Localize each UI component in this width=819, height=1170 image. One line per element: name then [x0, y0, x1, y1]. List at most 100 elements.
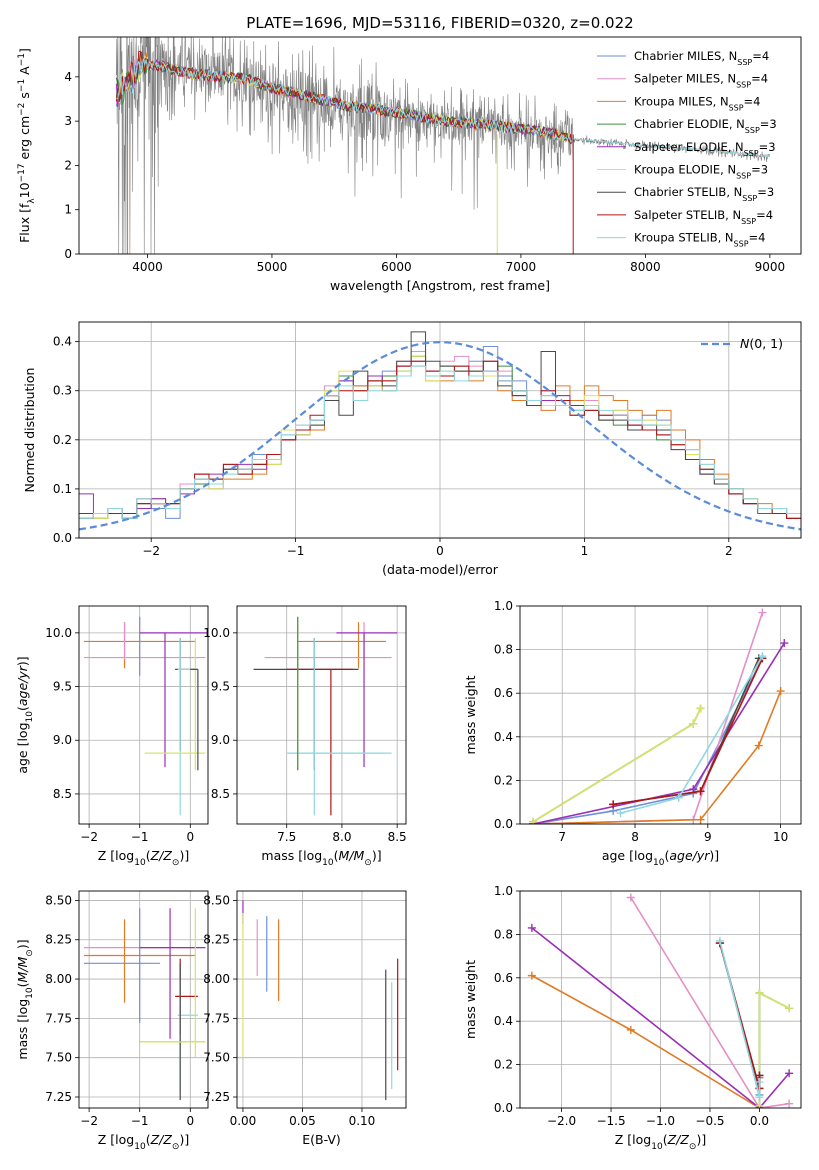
- age_vs_mass-xlabel-part: 10: [322, 858, 334, 868]
- axes-frame: [236, 605, 407, 825]
- age_vs_Z-ytick-label: 9.0: [53, 733, 72, 747]
- mass_vs_ebv-ytick-label: 8.50: [203, 893, 230, 907]
- legend-label: N(0, 1): [740, 336, 783, 351]
- axes-frame: [78, 321, 802, 539]
- mass_weight_vs_age-xtick-label: 9: [704, 830, 712, 844]
- mass_weight_vs_Z-xtick-label: −1.5: [596, 1114, 625, 1128]
- age_vs_mass-xlabel-part: mass [log: [261, 848, 322, 863]
- legend-label-model: Kroupa MILES, N: [634, 94, 729, 108]
- mass_vs_Z-ytick-label: 7.50: [45, 1051, 72, 1065]
- residuals-xtick-label: 0: [436, 544, 444, 558]
- mass_weight_vs_age-marker: [696, 787, 705, 796]
- age_vs_Z-ytick-label: 9.5: [53, 680, 72, 694]
- spectrum-ylabel-part: −17: [17, 163, 27, 182]
- spectrum-model-red-tail: [573, 138, 770, 158]
- mass_vs_Z-axes: −2 −1 07.257.507.758.008.258.50Z [log10(Z/…: [15, 890, 209, 1152]
- age_vs_Z-xlabel-part: Z/Z: [150, 848, 173, 863]
- figure-title: PLATE=1696, MJD=53116, FIBERID=0320, z=0…: [246, 14, 633, 32]
- age_vs_mass-ytick-label: 9.5: [211, 680, 230, 694]
- mass_weight_vs_Z-plot-area: [527, 893, 794, 1108]
- age_vs_mass-xlabel-part: M/M: [339, 848, 365, 863]
- age_vs_mass-ytick-label: 9.0: [211, 733, 230, 747]
- residuals-ytick-label: 0.2: [53, 433, 72, 447]
- mass_weight_vs_Z-ytick-label: 0.8: [494, 927, 513, 941]
- mass_vs_Z-xlabel-part: 10: [134, 1142, 146, 1152]
- legend-label-sub: SSP: [744, 148, 759, 157]
- spectrum-xlabel: wavelength [Angstrom, rest frame]: [330, 278, 550, 293]
- mass_weight_vs_Z-ytick-label: 0.4: [494, 1014, 513, 1028]
- legend-label-sub: SSP: [736, 171, 751, 180]
- age_vs_mass-plot-area: [253, 616, 398, 816]
- spectrum-ylabel-part: erg cm: [17, 116, 32, 164]
- age_vs_Z-xlabel-part: 10: [134, 858, 146, 868]
- mass_weight_vs_Z-xlabel-part: Z/Z: [667, 1132, 690, 1147]
- age_vs_Z-xlabel-part: ⊙: [172, 858, 180, 868]
- mass_weight_vs_Z-xlabel-part: (: [663, 1132, 668, 1147]
- legend-label-args: (0, 1): [749, 336, 783, 351]
- legend-label: Salpeter ELODIE, NSSP=3: [634, 140, 776, 158]
- mass_vs_Z-ylabel-part: 10: [25, 987, 35, 999]
- legend-label-model: Salpeter ELODIE, N: [634, 140, 744, 154]
- spectrum-ylabel-part: A: [17, 66, 32, 79]
- spectrum-ytick-label: 3: [64, 114, 72, 128]
- mass_weight_vs_age-marker: [758, 652, 767, 661]
- mass_weight_vs_age-ytick-label: 0.2: [494, 773, 513, 787]
- mass_weight_vs_Z-marker: [626, 1025, 635, 1034]
- mass_vs_ebv-xlabel-part: E(B-V): [302, 1132, 341, 1147]
- spectrum-ylabel-part: Flux [f: [17, 203, 32, 243]
- mass_vs_Z-ytick-label: 8.25: [45, 933, 72, 947]
- mass_vs_ebv-plot-area: [242, 900, 399, 1101]
- mass_vs_Z-xtick-label: −1: [131, 1114, 149, 1128]
- legend-label-value: =4: [756, 208, 773, 222]
- residuals-ytick-label: 0.1: [53, 482, 72, 496]
- mass_vs_Z-xlabel-part: ⊙: [172, 1142, 180, 1152]
- spectrum-ylabel-part: ]: [17, 48, 32, 53]
- residuals-ytick-label: 0.0: [53, 531, 72, 545]
- age_vs_Z-ylabel-part: (: [15, 706, 30, 711]
- age_vs_Z-plot-area: [84, 616, 208, 816]
- mass_vs_Z-ytick-label: 8.50: [45, 893, 72, 907]
- legend-label-sub: SSP: [736, 80, 751, 89]
- legend-label-value: =3: [751, 163, 768, 177]
- age_vs_mass-ytick-label: 8.5: [211, 787, 230, 801]
- mass_weight_vs_Z-series-line: [630, 897, 790, 1108]
- mass_weight_vs_age-ytick-label: 0.6: [494, 686, 513, 700]
- mass_weight_vs_Z-marker: [785, 1004, 794, 1013]
- residuals-step-line: [79, 365, 801, 519]
- mass_weight_vs_Z-xlabel-part: Z [log: [615, 1132, 651, 1147]
- mass_weight_vs_Z-marker: [785, 1099, 794, 1108]
- legend-label: Kroupa ELODIE, NSSP=3: [634, 163, 768, 181]
- mass_weight_vs_age-ylabel-part: mass weight: [463, 675, 478, 754]
- legend-label-value: =4: [752, 49, 769, 63]
- mass_weight_vs_Z-marker: [785, 1069, 794, 1078]
- spectrum-ylabel-part: s: [17, 92, 32, 103]
- mass_weight_vs_age-marker: [780, 639, 789, 648]
- mass_weight_vs_Z-xtick-label: −2.0: [547, 1114, 576, 1128]
- age_vs_Z-ylabel-part: age [log: [15, 722, 30, 773]
- axes-frame: [78, 36, 802, 255]
- age_vs_mass-xlabel-part: ⊙: [364, 858, 372, 868]
- mass_weight_vs_Z-xlabel: Z [log10(Z/Z⊙)]: [615, 1132, 706, 1152]
- axes-frame: [78, 890, 209, 1109]
- spectrum-axes: 4000 5000 6000 7000 8000 9000 0 1 2 3 4 wavelength …: [17, 36, 802, 293]
- mass_vs_Z-xlabel-part: (: [146, 1132, 151, 1147]
- legend-label-model: Kroupa ELODIE, N: [634, 163, 736, 177]
- age_vs_Z-ylabel-part: 10: [25, 711, 35, 723]
- axes-frame: [78, 605, 209, 825]
- mass_weight_vs_age-xlabel-part: 10: [653, 858, 665, 868]
- mass_vs_Z-xlabel: Z [log10(Z/Z⊙)]: [98, 1132, 189, 1152]
- mass_weight_vs_age-xtick-label: 8: [631, 830, 639, 844]
- mass_weight_vs_age-marker: [609, 800, 618, 809]
- residuals-xlabel: (data-model)/error: [382, 562, 499, 577]
- legend-label-value: =3: [759, 140, 776, 154]
- legend-label-value: =4: [744, 94, 761, 108]
- mass_weight_vs_Z-series-line: [531, 927, 790, 1108]
- spectrum-xtick-label: 7000: [506, 260, 537, 274]
- residuals-normal-curve: [79, 341, 801, 531]
- mass_weight_vs_age-xlabel-part: )]: [709, 848, 719, 863]
- axes-frame: [236, 890, 407, 1109]
- mass_weight_vs_Z-marker: [715, 936, 724, 945]
- age_vs_mass-xlabel: mass [log10(M/M⊙)]: [261, 848, 381, 868]
- residuals-plot-area: [79, 331, 801, 531]
